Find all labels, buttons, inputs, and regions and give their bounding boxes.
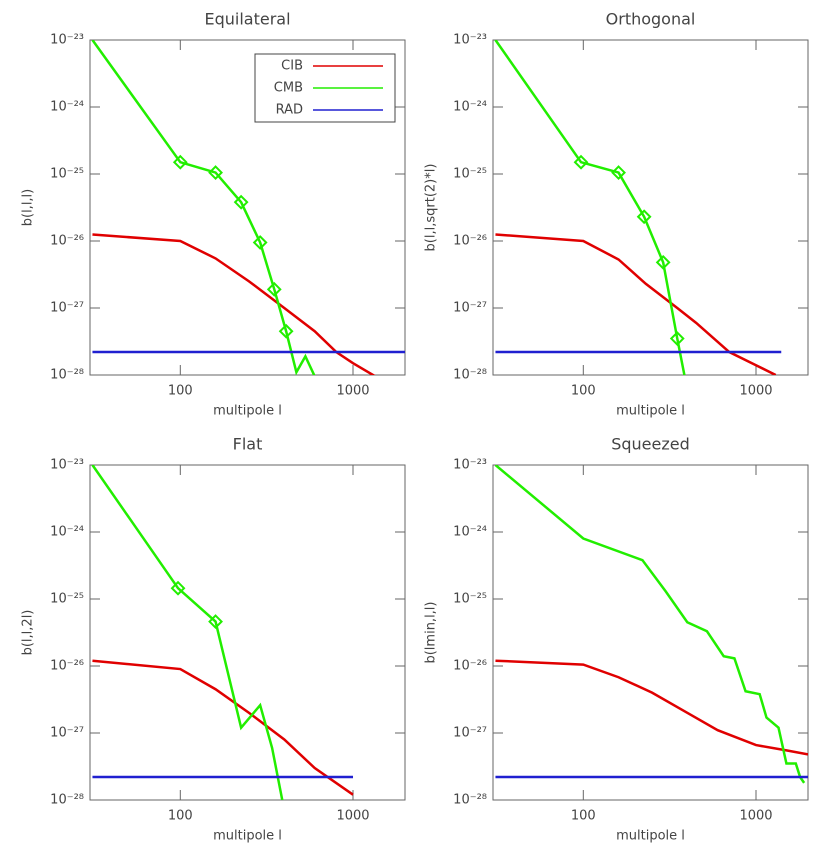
y-tick-label: 10⁻²⁸: [453, 793, 487, 808]
y-tick-label: 10⁻²⁴: [453, 525, 487, 540]
legend-label: CIB: [281, 59, 303, 74]
diamond-marker: [208, 614, 223, 630]
x-axis-label: multipole l: [213, 404, 282, 419]
x-axis-label: multipole l: [616, 404, 685, 419]
diamond-marker: [170, 580, 186, 596]
diamond-marker: [573, 154, 589, 170]
y-tick-label: 10⁻²⁶: [50, 659, 84, 674]
x-tick-label: 100: [571, 809, 596, 824]
y-tick-label: 10⁻²⁸: [50, 793, 84, 808]
y-axis-label: b(l,l,2l): [21, 610, 36, 656]
y-tick-label: 10⁻²³: [50, 458, 84, 473]
diamond-marker: [208, 165, 223, 180]
diamond-marker: [669, 331, 685, 346]
x-tick-label: 100: [571, 384, 596, 399]
y-tick-label: 10⁻²³: [50, 33, 84, 48]
x-tick-label: 1000: [739, 384, 772, 399]
series-line: [495, 233, 777, 375]
plot-area: [91, 40, 405, 375]
y-tick-label: 10⁻²⁴: [50, 100, 84, 115]
plot-frame: [492, 464, 809, 801]
y-axis-label: b(lmin,l,l): [424, 601, 439, 663]
plot-area: [91, 465, 354, 800]
y-tick-label: 10⁻²⁷: [50, 726, 84, 741]
diamond-marker: [655, 254, 671, 270]
diamond-marker: [172, 154, 188, 170]
series-line: [494, 40, 686, 375]
x-tick-label: 100: [168, 809, 193, 824]
y-tick-label: 10⁻²⁶: [453, 659, 487, 674]
x-tick-label: 100: [168, 384, 193, 399]
y-tick-label: 10⁻²⁴: [453, 100, 487, 115]
diamond-marker: [266, 281, 282, 297]
y-tick-label: 10⁻²⁵: [50, 592, 84, 607]
legend-label: RAD: [276, 103, 303, 118]
y-tick-label: 10⁻²⁶: [453, 234, 487, 249]
y-tick-label: 10⁻²³: [453, 458, 487, 473]
panel-title: Flat: [233, 435, 263, 454]
y-tick-label: 10⁻²⁷: [453, 726, 487, 741]
panel-title: Equilateral: [204, 10, 290, 29]
series-line: [494, 465, 806, 784]
x-tick-label: 1000: [739, 809, 772, 824]
diamond-marker: [611, 165, 626, 180]
plot-area: [494, 465, 808, 784]
plot-frame: [89, 39, 406, 376]
series-line: [92, 233, 376, 375]
legend-label: CMB: [274, 81, 303, 96]
y-tick-label: 10⁻²⁷: [50, 301, 84, 316]
series-line: [91, 40, 316, 375]
panel-title: Orthogonal: [606, 10, 696, 29]
panel-title: Squeezed: [611, 435, 690, 454]
diamond-marker: [636, 209, 652, 225]
diamond-marker: [278, 323, 294, 339]
diamond-marker: [233, 194, 249, 210]
y-tick-label: 10⁻²⁵: [50, 167, 84, 182]
y-tick-label: 10⁻²⁸: [50, 368, 84, 383]
x-tick-label: 1000: [336, 809, 369, 824]
y-axis-label: b(l,l,l): [21, 189, 36, 227]
series-line: [495, 659, 808, 756]
x-axis-label: multipole l: [616, 829, 685, 844]
y-tick-label: 10⁻²³: [453, 33, 487, 48]
x-tick-label: 1000: [336, 384, 369, 399]
y-tick-label: 10⁻²⁵: [453, 167, 487, 182]
y-tick-label: 10⁻²⁸: [453, 368, 487, 383]
y-tick-label: 10⁻²⁷: [453, 301, 487, 316]
x-axis-label: multipole l: [213, 829, 282, 844]
plot-frame: [89, 464, 406, 801]
series-line: [91, 465, 284, 800]
y-tick-label: 10⁻²⁶: [50, 234, 84, 249]
y-tick-label: 10⁻²⁵: [453, 592, 487, 607]
plot-area: [494, 40, 782, 375]
plot-frame: [492, 39, 809, 376]
series-line: [92, 659, 354, 796]
y-tick-label: 10⁻²⁴: [50, 525, 84, 540]
y-axis-label: b(l,l,sqrt(2)*l): [424, 164, 439, 252]
diamond-marker: [252, 235, 268, 250]
